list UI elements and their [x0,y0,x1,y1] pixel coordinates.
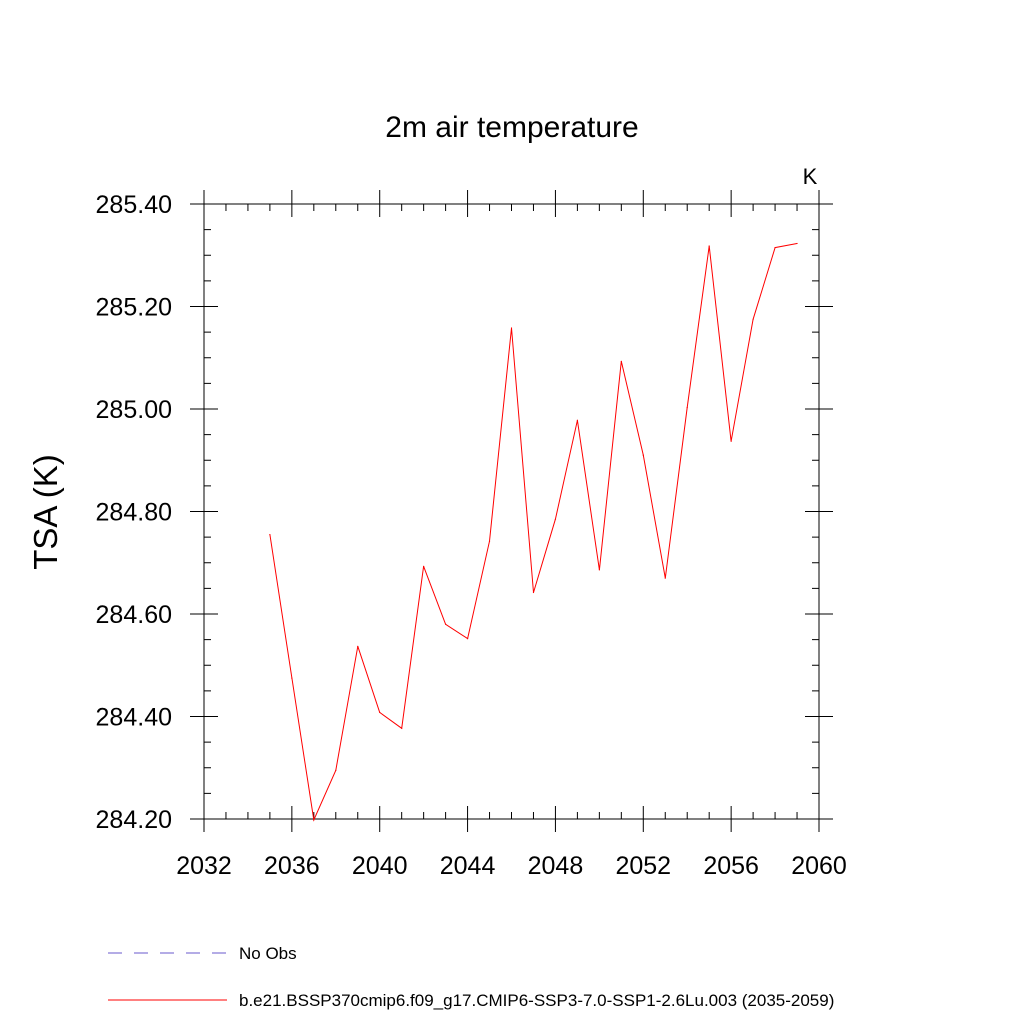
data-point [357,645,359,647]
data-point [466,638,469,640]
y-tick-label: 285.40 [96,191,172,219]
y-tick-label: 284.40 [96,704,172,732]
y-tick-label: 284.60 [96,601,172,629]
data-point [796,242,798,245]
data-point [488,540,491,542]
data-point [510,327,513,329]
series-layer [269,242,798,822]
x-tick-label: 2052 [615,852,671,880]
data-point [752,318,754,320]
x-tick-label: 2036 [264,852,320,880]
x-tick-label: 2048 [528,852,584,880]
data-point [774,246,776,249]
data-point [379,711,381,714]
data-point [554,518,557,520]
data-point [576,419,578,421]
data-point [620,360,622,362]
data-point [664,577,666,579]
data-point [401,727,403,729]
legend-label: No Obs [239,944,297,963]
series-line [269,243,798,822]
legend: No Obs b.e21.BSSP370cmip6.f09_g17.CMIP6-S… [108,944,834,1010]
y-tick-label: 285.00 [96,396,172,424]
x-tick-label: 2056 [703,852,759,880]
data-point [291,677,293,679]
units-label: K [803,164,818,189]
x-tick-label: 2060 [791,852,847,880]
data-point [313,819,315,821]
data-point [730,440,732,442]
ticks-layer: 2032 2036 2040 2044 2048 2052 2056 2060 284.20 28… [96,190,847,880]
x-tick-label: 2040 [352,852,408,880]
y-tick-label: 284.80 [96,499,172,527]
y-axis-label: TSA (K) [27,454,64,570]
plot-frame [203,203,820,820]
y-tick-label: 285.20 [96,294,172,322]
data-point [269,533,271,536]
data-point [642,454,644,456]
data-point [445,623,447,625]
data-point [708,245,710,247]
data-point [686,406,688,409]
chart-title: 2m air temperature [385,111,638,144]
data-point [335,769,337,771]
y-tick-label: 284.20 [96,806,172,834]
x-tick-label: 2044 [440,852,496,880]
data-point [598,569,600,571]
legend-label: b.e21.BSSP370cmip6.f09_g17.CMIP6-SSP3-7.… [239,991,834,1010]
data-point [532,591,535,594]
x-tick-label: 2032 [176,852,232,880]
data-point [423,565,425,567]
